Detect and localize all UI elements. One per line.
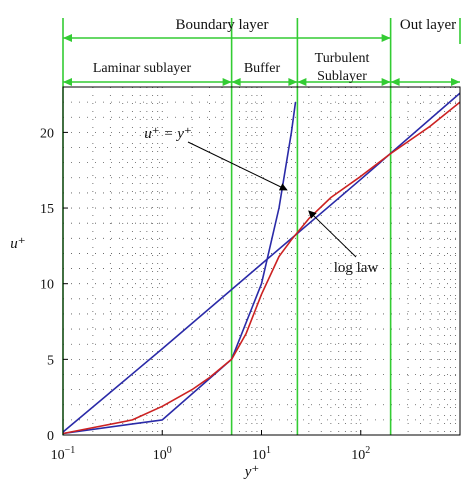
boundary-layer-label: Boundary layer [176,17,269,33]
axis-ticks: 0 5 10 15 20 10−1 100 101 102 [40,126,370,463]
turbulent-label: Turbulent [315,51,370,66]
annotation-arrow [187,141,288,191]
buffer-label: Buffer [244,61,281,76]
y-tick-label: 10 [40,278,54,293]
measured-profile-curve [62,101,461,435]
arrowhead [288,78,298,86]
log-law-annotation: log law [334,260,379,276]
zone-boundaries [62,18,461,435]
x-axis-label: y⁺ [243,464,260,480]
arrowhead [222,78,232,86]
arrowhead [451,78,460,86]
x-tick-label: 100 [153,445,172,463]
annotations: u⁺ = y⁺ log law [144,126,378,276]
arrowhead [63,78,72,86]
out-layer-label: Out layer [400,17,456,33]
annotation-arrow [308,210,357,258]
x-tick-label: 101 [252,445,271,463]
arrowhead [381,34,391,42]
laminar-sublayer-label: Laminar sublayer [93,61,192,76]
y-tick-label: 20 [40,126,54,141]
y-tick-label: 5 [47,353,54,368]
x-tick-label: 102 [351,445,370,463]
linear-law-curve [62,101,297,435]
sublayer-label: Sublayer [317,69,367,84]
arrowhead [390,78,400,86]
x-tick-label: 10−1 [51,445,76,463]
arrowhead [297,78,307,86]
arrowhead [231,78,241,86]
arrowhead [381,78,391,86]
curves [62,92,461,435]
linear-law-annotation: u⁺ = y⁺ [144,126,192,142]
y-tick-label: 15 [40,202,54,217]
arrowhead [63,34,72,42]
y-axis-label: u⁺ [10,236,25,252]
y-tick-label: 0 [47,429,54,444]
